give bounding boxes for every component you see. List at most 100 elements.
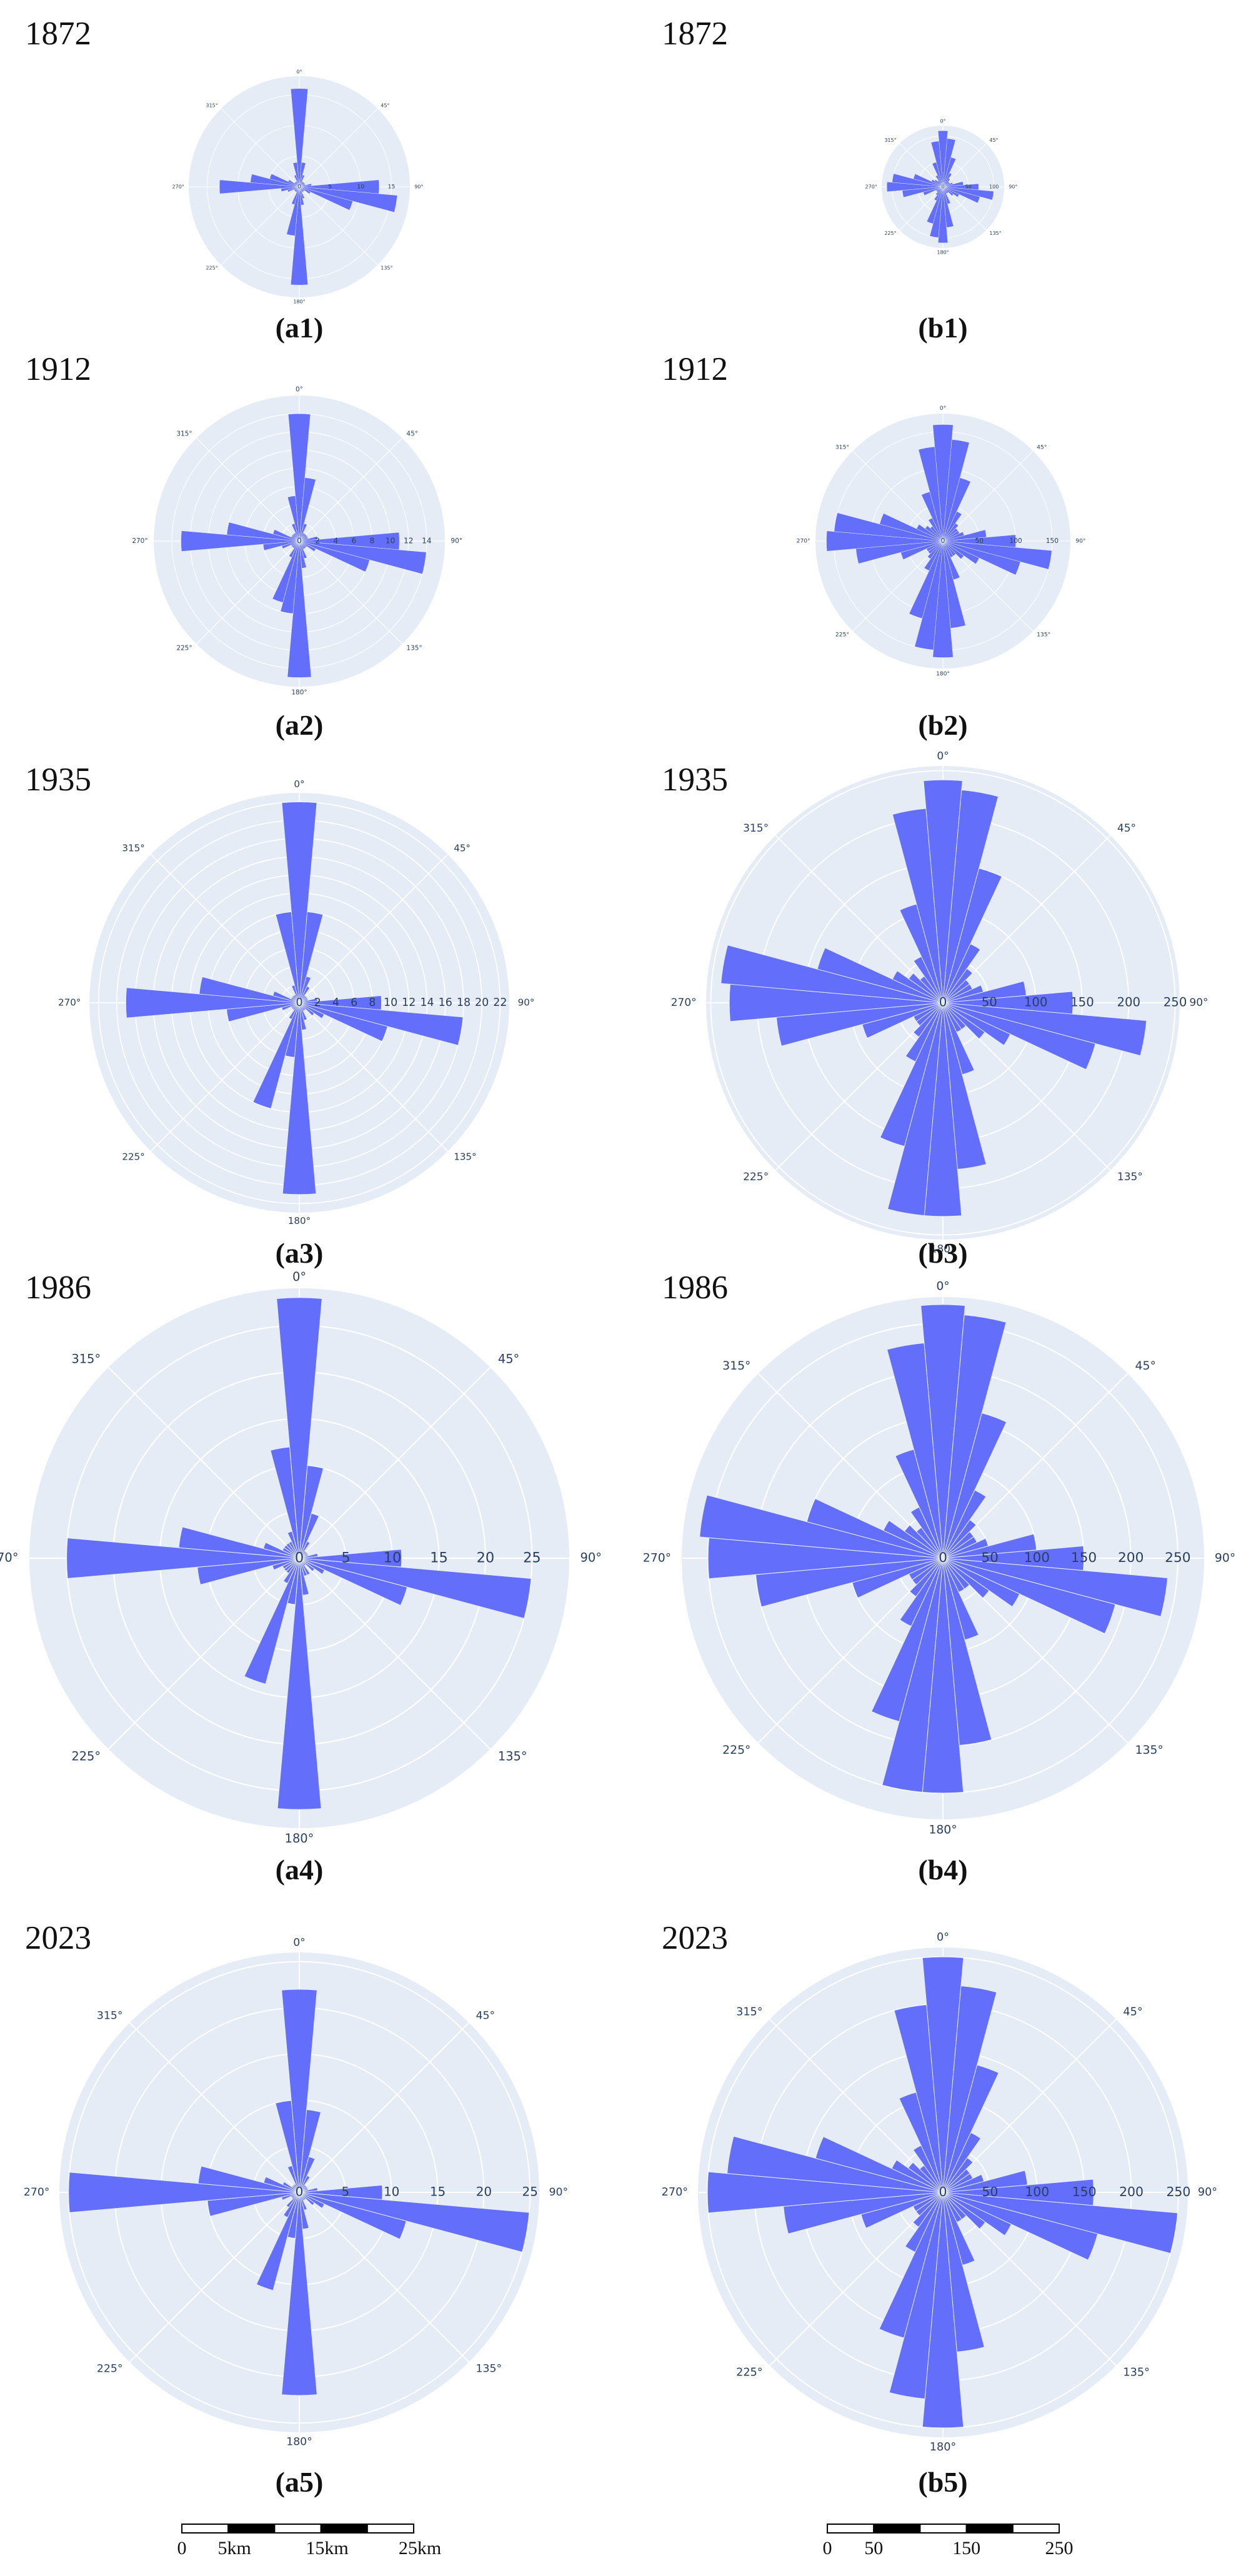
angular-tick-label: 135° <box>454 1151 476 1163</box>
rose-bar <box>942 477 971 542</box>
rose-bar <box>269 173 300 187</box>
angular-tick-label: 0° <box>940 118 945 124</box>
angular-tick-label: 315° <box>97 2009 123 2022</box>
rose-bar <box>942 2192 986 2230</box>
rose-bar <box>934 186 944 201</box>
angular-tick-label: 315° <box>176 430 192 438</box>
rose-bar <box>870 1558 944 1723</box>
rose-bar <box>281 802 317 1003</box>
angular-tick-label: 180° <box>936 670 950 677</box>
scale-segment <box>274 2524 322 2534</box>
angular-tick-label: 270° <box>865 184 877 190</box>
angular-tick-label: 225° <box>835 632 849 639</box>
angular-tick-label: 90° <box>1198 2186 1217 2199</box>
rose-bar <box>817 947 944 1003</box>
angular-tick-label: 90° <box>1075 538 1085 545</box>
angular-grid <box>150 853 300 1003</box>
radial-tick-label: 20 <box>475 997 489 1009</box>
panel-caption: (a3) <box>276 1237 324 1269</box>
rose-bar <box>942 540 1021 575</box>
polar-chart: 0 2 4 6 8 10 12 14 16 18 20 22 0° 45° 90° 135° 180° 225° 2… <box>58 778 534 1226</box>
rose-bar <box>942 789 999 1003</box>
radial-tick-label: 0 <box>296 2184 304 2199</box>
angular-tick-label: 90° <box>414 184 423 190</box>
radial-tick-label: 10 <box>384 1550 402 1566</box>
rose-bar <box>935 186 944 196</box>
angular-tick-label: 0° <box>937 1931 949 1944</box>
radial-tick-label: 10 <box>357 184 364 191</box>
rose-bar <box>914 540 944 650</box>
radial-tick-label: 16 <box>439 997 452 1009</box>
rose-bar <box>942 540 964 560</box>
rose-bar <box>942 2192 1012 2236</box>
polar-chart: 0 50 100 150 0° 45° 90° 135° 180° 225° 270° 315° <box>797 405 1086 677</box>
rose-bar <box>292 162 300 187</box>
angular-tick-label: 45° <box>498 1352 519 1366</box>
radial-tick-label: 2 <box>315 537 320 545</box>
rose-bar <box>879 1002 944 1147</box>
rose-bar <box>299 186 398 213</box>
radial-tick-label: 100 <box>1024 995 1048 1010</box>
radial-tick-label: 5 <box>341 2184 349 2199</box>
rose-bar <box>912 2192 944 2228</box>
panel-caption: (a1) <box>276 312 324 344</box>
rose-bar <box>299 2192 530 2253</box>
rose-bar <box>291 88 308 187</box>
angular-tick-label: 90° <box>451 537 462 545</box>
scale-label: 0 <box>823 2538 832 2559</box>
angular-tick-label: 225° <box>743 1171 769 1183</box>
angular-grid <box>221 108 300 187</box>
angular-tick-label: 270° <box>132 537 147 545</box>
radial-tick-label: 10 <box>384 997 397 1009</box>
rose-bar <box>219 179 300 194</box>
rose-bar <box>299 1002 388 1042</box>
rose-bar <box>68 2172 300 2213</box>
rose-bar <box>913 173 944 187</box>
angular-tick-label: 45° <box>476 2009 496 2022</box>
radial-tick-label: 50 <box>965 184 972 190</box>
rose-bar <box>889 2192 944 2399</box>
polar-chart: 0 50 100 0° 45° 90° 135° 180° 225° 270° 315° <box>865 118 1018 255</box>
rose-bar <box>252 1002 300 1109</box>
polar-chart: 0 2 4 6 8 10 12 14 0° 45° 90° 135° 180° 225° 270° 315° <box>132 386 462 697</box>
angular-tick-label: 225° <box>206 266 217 271</box>
angular-tick-label: 45° <box>1135 1360 1156 1373</box>
rose-bar <box>299 540 427 575</box>
angular-tick-label: 270° <box>0 1551 19 1565</box>
rose-bar <box>181 530 300 552</box>
angular-tick-label: 45° <box>454 842 471 853</box>
radial-tick-label: 150 <box>1046 537 1059 545</box>
radial-tick-label: 250 <box>1164 995 1187 1010</box>
angular-tick-label: 180° <box>291 689 307 696</box>
radial-tick-label: 100 <box>989 184 999 190</box>
radial-tick-label: 200 <box>1117 995 1140 1010</box>
angular-tick-label: 0° <box>294 778 304 790</box>
angular-tick-label: 270° <box>58 997 81 1008</box>
radial-tick-label: 25 <box>522 2184 538 2199</box>
radial-tick-label: 0 <box>939 995 947 1010</box>
angular-grid <box>299 108 378 187</box>
radial-tick-label: 14 <box>420 997 434 1009</box>
angular-tick-label: 0° <box>296 386 303 394</box>
angular-tick-label: 225° <box>722 1744 750 1757</box>
angular-tick-label: 180° <box>286 2436 312 2449</box>
radial-tick-label: 0 <box>297 184 301 191</box>
rose-bar <box>287 540 312 678</box>
angular-tick-label: 315° <box>206 102 217 108</box>
rose-bar <box>270 1446 300 1559</box>
rose-bar <box>887 1002 944 1216</box>
rose-bar <box>942 968 973 1003</box>
polar-chart: 0 5 10 15 0° 45° 90° 135° 180° 225° 270° 315° <box>172 69 424 304</box>
rose-bar <box>922 1956 964 2193</box>
rose-bar <box>913 1002 944 1038</box>
rose-bar <box>932 540 954 658</box>
radial-tick-label: 20 <box>477 1550 495 1566</box>
rose-bar <box>942 157 957 187</box>
rose-bar <box>923 779 963 1003</box>
scale-segment <box>320 2524 368 2534</box>
rose-bar <box>886 181 944 192</box>
angular-tick-label: 225° <box>122 1151 144 1163</box>
angular-tick-label: 270° <box>662 2186 688 2199</box>
angular-tick-label: 135° <box>989 231 1001 236</box>
panel-year: 1935 <box>25 762 91 798</box>
